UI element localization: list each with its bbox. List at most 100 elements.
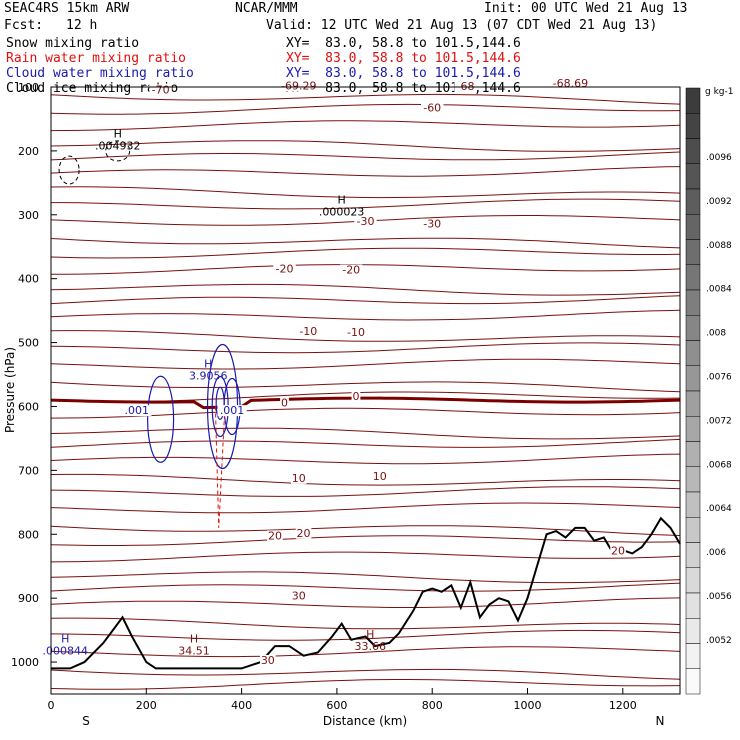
isotherm-line	[50, 358, 681, 370]
isotherm-line	[50, 597, 681, 608]
y-tick-label: 300	[18, 209, 39, 222]
isotherm-line	[50, 502, 681, 514]
temperature-label: -30	[423, 218, 441, 231]
forecast-hour: 12 h	[66, 18, 98, 33]
temperature-label: -60	[423, 101, 441, 114]
isotherm-line	[50, 342, 681, 354]
extremum-value: .000023	[319, 206, 365, 219]
y-tick-label: 600	[18, 400, 39, 413]
colorbar-cell	[685, 441, 701, 467]
isotherm-line	[50, 330, 681, 342]
isotherm-line	[50, 237, 681, 249]
temperature-label: -20	[276, 262, 294, 275]
extremum-marker: H	[204, 358, 212, 371]
colorbar-cell	[685, 113, 701, 139]
colorbar-label: .0084	[706, 285, 732, 295]
x-tick-label: 1000	[514, 699, 542, 712]
isotherm-line	[50, 629, 681, 641]
label-bg	[344, 327, 368, 339]
colorbar-cell	[685, 163, 701, 190]
x-tick-label: 1200	[609, 699, 637, 712]
isotherm-line	[50, 571, 681, 584]
colorbar-cell	[685, 491, 701, 518]
temperature-label: -10	[299, 325, 317, 338]
isotherm-line	[50, 646, 681, 658]
init-time: Init: 00 UTC Wed 21 Aug 13	[484, 1, 688, 16]
isotherm-line	[50, 151, 681, 161]
isotherm-line	[50, 309, 681, 321]
isotherm-line	[50, 473, 681, 486]
south-end-label: S	[82, 714, 90, 728]
temperature-label: -68.69	[553, 77, 588, 90]
colorbar-cell	[685, 668, 701, 695]
isotherm-line	[50, 103, 681, 115]
isotherm-line	[51, 264, 681, 275]
x-axis-title: Distance (km)	[323, 714, 407, 728]
label-bg	[421, 102, 444, 114]
colorbar-label: .0052	[706, 636, 732, 646]
field-snow-label: Snow mixing ratio	[6, 36, 140, 51]
colorbar-cell	[685, 542, 701, 568]
cloud-water-contour	[215, 386, 225, 420]
extremum-marker: H	[190, 632, 198, 645]
y-tick-label: 900	[18, 592, 39, 605]
colorbar-cell	[685, 416, 701, 442]
colorbar-label: .008	[706, 329, 726, 339]
label-bg	[340, 264, 363, 276]
colorbar-cell	[685, 87, 701, 114]
temperature-label: 0	[281, 396, 288, 409]
colorbar-cell	[685, 289, 701, 316]
isotherm-line	[50, 551, 681, 563]
temperature-label: 10	[292, 472, 306, 485]
colorbar-cell	[685, 567, 701, 594]
isotherm-line	[50, 453, 681, 465]
field-cloud-water-xy: XY= 83.0, 58.8 to 101.5,144.6	[286, 66, 521, 81]
label-bg	[277, 80, 321, 92]
y-tick-label: 800	[18, 528, 39, 541]
field-snow-xy: XY= 83.0, 58.8 to 101.5,144.6	[286, 36, 521, 51]
colorbar-unit: g kg-1	[705, 87, 733, 97]
isotherm-line	[50, 166, 681, 177]
temperature-label: 20	[297, 527, 311, 540]
colorbar-cell	[685, 138, 701, 164]
contour-labels: -70 -69.29 -68 -68.69-60-30 -30-20 -20-10 -100…	[43, 77, 626, 667]
label-bg	[351, 391, 361, 403]
isotherm-line	[51, 198, 681, 210]
valid-time: Valid: 12 UTC Wed 21 Aug 13 (07 CDT Wed …	[266, 18, 658, 33]
y-tick-label: 100	[18, 81, 39, 94]
isotherm-line	[50, 381, 681, 393]
label-bg	[371, 470, 388, 482]
extremum-value: .000844	[43, 644, 89, 657]
isotherm-line	[50, 295, 681, 305]
label-bg	[273, 263, 296, 275]
label-bg	[280, 397, 289, 409]
x-tick-label: 200	[136, 699, 157, 712]
label-bg	[122, 405, 152, 417]
extremum-value: .004932	[95, 140, 141, 153]
colorbar-cell	[685, 188, 701, 215]
colorbar: g kg-1 .0096 .0092 .0088 .0084 .008 .0076 .0072…	[685, 87, 733, 695]
colorbar-label: .0076	[706, 373, 732, 383]
cloud-water-contour	[146, 375, 175, 463]
center-title: NCAR/MMM	[235, 1, 298, 16]
y-tick-label: 700	[18, 464, 39, 477]
x-tick-label: 800	[422, 699, 443, 712]
extremum-marker: H	[338, 194, 346, 207]
colorbar-cell	[685, 517, 701, 543]
cloud-value-label: .001	[125, 404, 150, 417]
temperature-label: 20	[611, 545, 625, 558]
label-bg	[295, 527, 312, 539]
snow-contour	[58, 155, 80, 185]
isotherm-line	[50, 668, 681, 680]
extremum-marker: H	[61, 632, 69, 645]
isotherm-line	[50, 407, 681, 419]
north-end-label: N	[656, 714, 665, 728]
y-tick-label: 400	[18, 273, 39, 286]
label-bg	[297, 325, 320, 337]
colorbar-cell	[685, 466, 701, 493]
extremum-value: 34.51	[178, 644, 210, 657]
colorbar-cell	[685, 340, 701, 366]
extremum-value: 3.9056	[189, 370, 228, 383]
field-rain-xy: XY= 83.0, 58.8 to 101.5,144.6	[286, 51, 521, 66]
temperature-label: 20	[268, 529, 282, 542]
